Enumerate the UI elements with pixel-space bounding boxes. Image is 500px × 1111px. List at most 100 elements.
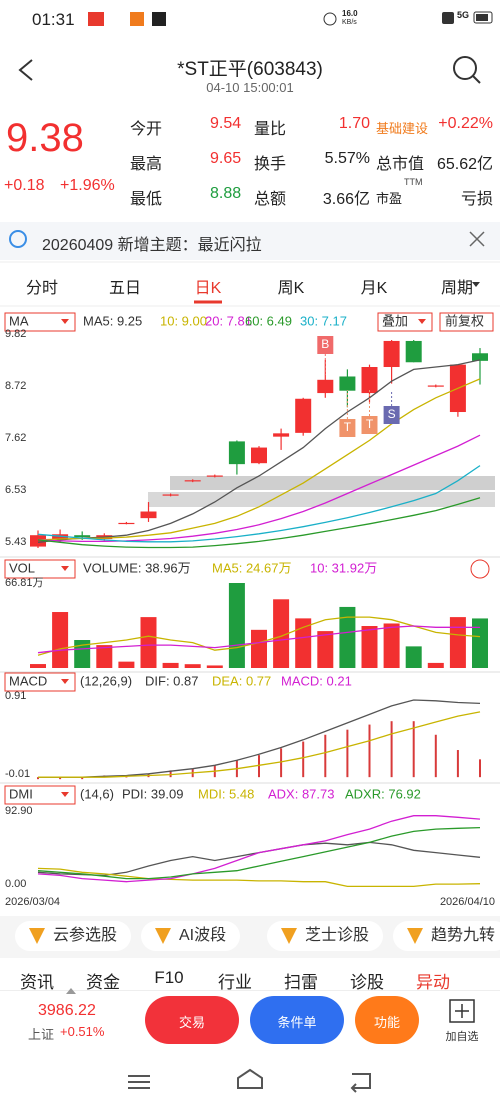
period-tab[interactable]: 周期 [440,280,473,297]
quote-label: 今开 [130,121,163,138]
period-tab[interactable]: 月K [360,280,388,297]
dmi-legend: PDI: 39.09 [122,786,183,801]
update-time: 04-10 15:00:01 [206,80,294,95]
ma-legend: 30: 7.17 [300,313,347,328]
macd-bar [169,770,172,778]
search-icon[interactable] [453,56,477,80]
trade-button[interactable] [145,996,239,1044]
app-icon [152,12,166,26]
macd-bar [390,721,393,778]
signal-label: T [344,420,352,434]
volume-bar [317,631,334,668]
y-tick-label: 92.90 [5,805,33,817]
indicator-select [4,312,76,332]
index-value: 3986.22 [38,1002,96,1019]
volume-legend: MA5: 24.67万 [212,560,292,575]
volume-bar [361,626,378,668]
quote-label: 总市值 [376,156,425,173]
indicator-line [37,826,481,880]
y-tick-label: 5.43 [5,536,26,548]
period-tab[interactable]: 分时 [25,280,58,297]
info-tab[interactable]: 扫雷 [284,973,318,992]
x-date-label: 2026/03/04 [5,896,60,908]
candle-body [30,535,46,547]
info-tab[interactable]: 诊股 [350,973,384,992]
ma-legend: 20: 7.81 [205,313,252,328]
candle-body [383,340,400,368]
y-tick-label: 6.53 [5,484,26,496]
adjust-button-text: 前复权 [445,313,484,328]
signal-badge [383,406,400,424]
period-tab[interactable]: 五日 [108,280,141,297]
macd-bar [456,750,459,778]
feature-chip[interactable]: 云参选股 [15,921,132,951]
signal-label: B [321,337,329,351]
back-icon[interactable] [18,59,33,81]
notice-text[interactable]: 20260409 新增主题：最近闪拉 [42,237,262,254]
function-button[interactable] [355,996,419,1044]
quote-label: 换手 [254,156,287,173]
volume-bar [96,645,113,668]
info-tab[interactable]: F10 [154,968,184,987]
dropdown-arrow [418,319,426,324]
volume-bar [339,606,356,668]
divider [0,990,500,991]
support-band [148,492,495,507]
feature-chip[interactable]: 趋势九转 [393,921,500,951]
indicator-line [37,434,481,543]
index-change: +0.51% [60,1024,105,1039]
dropdown-arrow [61,679,69,684]
macd-bar [479,759,481,778]
bulb-icon [9,230,27,248]
hd-icon [442,12,454,24]
quote-value: 65.62亿 [436,156,493,173]
candle-body [162,494,179,496]
volume-bar [30,664,46,668]
volume-bar [383,623,400,668]
network: 5G [457,10,470,20]
x-date-label: 2026/04/10 [440,896,495,908]
feature-chip[interactable]: AI波段 [141,921,241,951]
candle-body [140,511,157,519]
action-button-text[interactable]: 功能 [373,1015,400,1030]
period-tab[interactable]: 周K [277,280,305,297]
nav-home[interactable] [237,1068,263,1089]
add-icon [455,1004,469,1018]
condition-button[interactable] [250,996,344,1044]
period-tab[interactable]: 日K [194,280,222,297]
index-name: 上证 [28,1027,55,1042]
indicator-select [4,672,76,692]
volume-legend: VOLUME: 38.96万 [83,560,191,575]
feature-chip[interactable]: 芝士诊股 [267,921,384,951]
action-button-text[interactable]: 交易 [178,1015,205,1030]
candle-body [427,385,444,387]
y-tick-label: 0.00 [5,878,26,890]
close-icon[interactable] [469,231,485,247]
dropdown-arrow [472,282,480,287]
info-tab[interactable]: 行业 [218,973,252,992]
net-speed-unit: KB/s [342,19,357,26]
quote-value: 9.65 [210,150,242,167]
action-button-text[interactable]: 条件单 [277,1015,317,1030]
info-tab[interactable]: 资讯 [20,973,54,992]
y-tick-label: 7.62 [5,432,26,444]
quote-label: 总额 [254,191,287,208]
volume-bar [472,618,488,668]
nav-menu[interactable] [128,1075,150,1089]
add-watchlist[interactable]: 加自选 [445,1031,479,1043]
overlay-button [377,312,433,332]
volume-bar [251,629,267,668]
macd-bar [59,777,62,780]
nav-back[interactable] [350,1073,371,1093]
add-icon[interactable] [449,999,475,1023]
expand-icon[interactable] [470,559,490,579]
macd-bar [258,755,260,778]
info-tab[interactable]: 资金 [86,973,120,992]
info-tab[interactable]: 异动 [416,973,450,992]
dmi-legend: ADX: 87.73 [268,786,335,801]
volume-bar [118,661,135,668]
volume-bar [52,612,69,668]
quote-value: 9.54 [210,115,242,132]
